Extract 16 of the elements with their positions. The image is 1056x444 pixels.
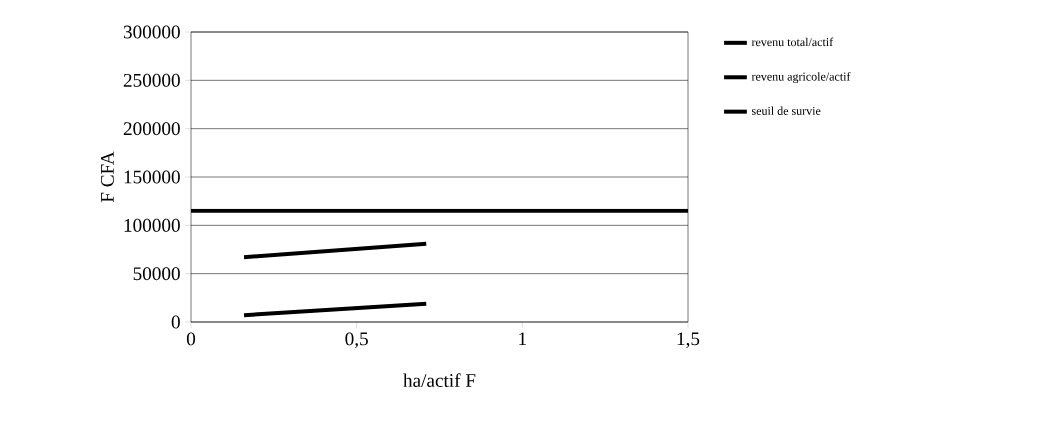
legend-label: revenu agricole/actif (751, 72, 851, 84)
x-axis-title: ha/actif F (403, 373, 476, 387)
y-tick-label: 150000 (124, 170, 180, 184)
x-tick-label: 0,5 (345, 332, 368, 349)
y-tick-label: 200000 (123, 122, 180, 136)
y-tick-label: 100000 (124, 218, 180, 232)
legend-label: revenu total/actif (751, 37, 834, 47)
y-tick-label: 300000 (123, 25, 180, 39)
x-tick-label: 1,5 (677, 332, 700, 349)
y-tick-label: 50000 (133, 267, 180, 281)
y-tick-label: 0 (171, 315, 180, 329)
y-tick-label: 250000 (123, 73, 180, 87)
x-tick-label: 1 (519, 332, 526, 346)
legend-label: seuil de survie (752, 106, 821, 115)
y-axis-title: F CFA (100, 151, 114, 203)
x-tick-label: 0 (186, 332, 196, 346)
